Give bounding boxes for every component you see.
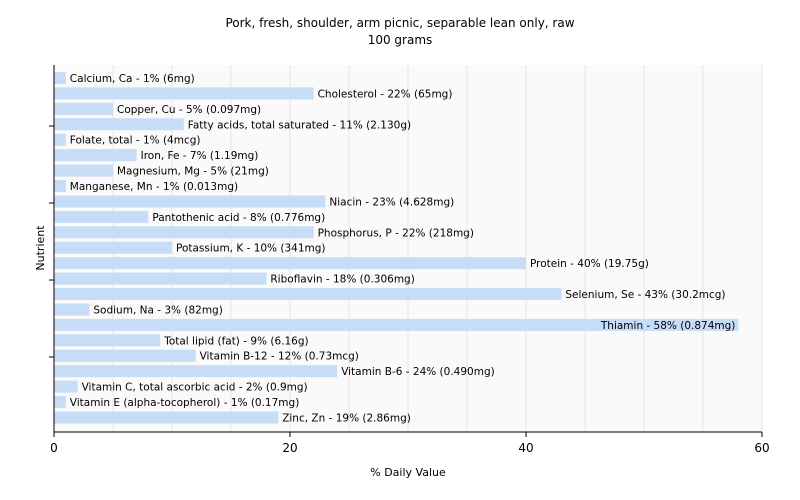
bar-label: Riboflavin - 18% (0.306mg) — [270, 274, 414, 286]
bar-label: Fatty acids, total saturated - 11% (2.13… — [188, 119, 411, 131]
bar — [54, 396, 66, 409]
bar — [54, 210, 149, 223]
bar — [54, 226, 314, 239]
bar-label: Phosphorus, P - 22% (218mg) — [318, 227, 474, 239]
bar-label: Pantothenic acid - 8% (0.776mg) — [152, 212, 325, 224]
x-tick-label: 20 — [282, 441, 297, 455]
bar-label: Selenium, Se - 43% (30.2mcg) — [565, 289, 725, 301]
bar — [54, 87, 314, 100]
bar-label: Folate, total - 1% (4mcg) — [70, 135, 201, 147]
bar-label: Potassium, K - 10% (341mg) — [176, 243, 326, 255]
y-axis-label: Nutrient — [34, 225, 47, 271]
chart-subtitle: 100 grams — [368, 33, 433, 47]
bar-label: Vitamin B-12 - 12% (0.73mcg) — [200, 351, 359, 363]
bar — [54, 133, 66, 146]
bar-label: Magnesium, Mg - 5% (21mg) — [117, 166, 269, 178]
bar-label: Zinc, Zn - 19% (2.86mg) — [282, 412, 411, 424]
bar-label: Vitamin C, total ascorbic acid - 2% (0.9… — [82, 382, 308, 394]
bar-label: Manganese, Mn - 1% (0.013mg) — [70, 181, 238, 193]
bar — [54, 272, 267, 285]
bar-label: Cholesterol - 22% (65mg) — [318, 88, 453, 100]
bar-label: Niacin - 23% (4.628mg) — [329, 196, 454, 208]
bar — [54, 102, 113, 115]
bar-label: Vitamin E (alpha-tocopherol) - 1% (0.17m… — [70, 397, 299, 409]
bar-label: Total lipid (fat) - 9% (6.16g) — [163, 335, 308, 347]
chart-title: Pork, fresh, shoulder, arm picnic, separ… — [225, 16, 574, 30]
bar — [54, 411, 279, 424]
bar — [54, 118, 184, 131]
bar-label: Thiamin - 58% (0.874mg) — [600, 320, 736, 332]
bar — [54, 380, 78, 393]
bar — [54, 164, 113, 177]
bar-label: Protein - 40% (19.75g) — [530, 258, 649, 270]
bar — [54, 365, 338, 378]
bar — [54, 72, 66, 84]
bar — [54, 180, 66, 193]
bar-label: Vitamin B-6 - 24% (0.490mg) — [341, 366, 495, 378]
x-tick-label: 0 — [50, 441, 58, 455]
x-axis-label: % Daily Value — [370, 466, 446, 479]
bar — [54, 318, 739, 331]
bar-label: Calcium, Ca - 1% (6mg) — [70, 73, 195, 85]
bar — [54, 288, 562, 301]
bar-label: Sodium, Na - 3% (82mg) — [93, 304, 222, 316]
bar — [54, 241, 172, 254]
bar — [54, 149, 137, 162]
bar — [54, 334, 161, 347]
bar-label: Iron, Fe - 7% (1.19mg) — [141, 150, 259, 162]
x-tick-label: 40 — [518, 441, 533, 455]
bar-label: Copper, Cu - 5% (0.097mg) — [117, 104, 261, 116]
bar — [54, 349, 196, 362]
bar — [54, 257, 526, 270]
x-tick-label: 60 — [754, 441, 769, 455]
bar — [54, 195, 326, 208]
bar — [54, 303, 90, 316]
